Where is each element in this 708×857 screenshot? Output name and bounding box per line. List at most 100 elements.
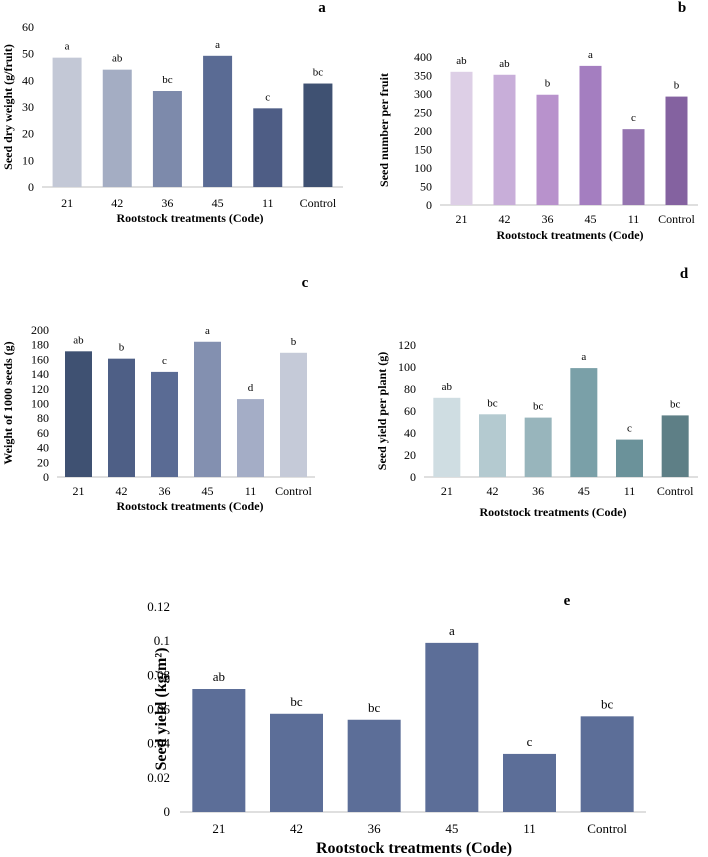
significance-letter: c (162, 355, 167, 367)
y-tick-label: 250 (414, 106, 432, 120)
y-tick-label: 180 (31, 338, 49, 352)
chart-panel-b: 0 50 100 150 200 250 300 350 400 ab 21 ab 42 b 36 a 45 c 1… (377, 0, 698, 242)
y-axis-title: Weight of 1000 seeds (g) (1, 341, 15, 464)
bar-11 (616, 439, 643, 477)
chart-panel-a: 0 10 20 30 40 50 60 a 21 ab 42 bc 36 a 45 c 11 bc Control R… (1, 0, 343, 225)
y-tick-label: 80 (404, 382, 416, 396)
y-tick-label: 0.04 (147, 736, 170, 751)
panel-label: c (302, 275, 309, 291)
x-tick-label: 45 (445, 821, 458, 836)
x-axis-title: Rootstock treatments (Code) (479, 505, 626, 519)
y-tick-label: 400 (414, 50, 432, 64)
y-tick-label: 140 (31, 367, 49, 381)
bar-45 (425, 642, 479, 812)
x-tick-label: 36 (161, 196, 173, 210)
significance-letter: b (674, 80, 680, 92)
bar-42 (270, 713, 323, 812)
panel-label: e (564, 593, 571, 609)
x-tick-label: 11 (245, 484, 257, 498)
significance-letter: ab (456, 55, 467, 67)
x-tick-label: 42 (290, 821, 303, 836)
x-tick-label: 42 (111, 196, 123, 210)
significance-letter: ab (112, 53, 123, 65)
x-tick-label: 11 (624, 484, 636, 498)
bar-45 (570, 368, 598, 477)
x-tick-label: 45 (585, 212, 597, 226)
x-axis-title: Rootstock treatments (Code) (116, 211, 263, 225)
chart-panel-e: 0 0.02 0.04 0.06 0.08 0.1 0.12 ab 21 bc 42 bc 36 a 45 c… (147, 593, 646, 857)
bar-11 (253, 108, 283, 187)
y-tick-label: 300 (414, 87, 432, 101)
significance-letter: a (581, 351, 586, 363)
y-tick-label: 40 (22, 73, 34, 87)
significance-letter: bc (313, 67, 324, 79)
panel-label: a (318, 0, 326, 16)
significance-letter: a (588, 49, 593, 61)
significance-letter: bc (670, 398, 681, 410)
y-tick-label: 30 (22, 100, 34, 114)
y-tick-label: 60 (22, 20, 34, 34)
bar-36 (536, 94, 559, 205)
bar-21 (52, 57, 82, 187)
x-tick-label: 36 (532, 484, 544, 498)
bar-36 (152, 91, 182, 187)
x-tick-label: 11 (628, 212, 640, 226)
panel-label: b (678, 0, 686, 16)
significance-letter: d (248, 382, 254, 394)
significance-letter: a (215, 39, 220, 51)
x-tick-label: 21 (212, 821, 225, 836)
y-tick-label: 60 (404, 404, 416, 418)
y-tick-label: 200 (414, 124, 432, 138)
x-tick-label: 21 (61, 196, 73, 210)
y-tick-label: 0 (28, 180, 34, 194)
x-tick-label: 45 (212, 196, 224, 210)
x-tick-label: Control (657, 484, 694, 498)
significance-letter: a (65, 41, 70, 53)
significance-letter: ab (73, 334, 84, 346)
significance-letter: c (627, 423, 632, 435)
x-tick-label: 11 (523, 821, 536, 836)
x-tick-label: 42 (499, 212, 511, 226)
bar-45 (579, 65, 602, 205)
bar-Control (303, 83, 333, 187)
x-tick-label: Control (658, 212, 695, 226)
significance-letter: bc (533, 401, 544, 413)
y-tick-label: 0.12 (147, 599, 170, 614)
x-tick-label: 21 (73, 484, 85, 498)
bar-21 (192, 689, 246, 812)
y-tick-label: 120 (398, 338, 416, 352)
x-tick-label: 45 (202, 484, 214, 498)
significance-letter: bc (162, 74, 173, 86)
y-tick-label: 10 (22, 153, 34, 167)
x-tick-label: 11 (262, 196, 274, 210)
significance-letter: a (449, 623, 455, 638)
significance-letter: bc (290, 694, 303, 709)
significance-letter: c (631, 112, 636, 124)
y-tick-label: 0.02 (147, 770, 170, 785)
x-tick-label: Control (275, 484, 312, 498)
y-tick-label: 120 (31, 382, 49, 396)
y-tick-label: 150 (414, 143, 432, 157)
bar-45 (203, 55, 233, 187)
x-tick-label: 42 (487, 484, 499, 498)
y-tick-label: 20 (37, 455, 49, 469)
y-tick-label: 40 (37, 441, 49, 455)
significance-letter: c (527, 734, 533, 749)
bar-11 (622, 129, 645, 205)
y-tick-label: 0 (43, 470, 49, 484)
y-axis-title: Seed number per fruit (377, 73, 391, 187)
y-tick-label: 60 (37, 426, 49, 440)
y-tick-label: 20 (404, 448, 416, 462)
x-tick-label: Control (587, 821, 627, 836)
y-tick-label: 200 (31, 323, 49, 337)
y-tick-label: 50 (420, 180, 432, 194)
y-axis-title: Seed yield (kg/m²) (153, 647, 170, 770)
y-tick-label: 0.08 (147, 667, 170, 682)
x-axis-title: Rootstock treatments (Code) (116, 499, 263, 513)
x-axis-title: Rootstock treatments (Code) (496, 228, 643, 242)
x-tick-label: 36 (159, 484, 171, 498)
y-tick-label: 0 (426, 198, 432, 212)
significance-letter: bc (368, 700, 381, 715)
bar-Control (580, 716, 634, 812)
